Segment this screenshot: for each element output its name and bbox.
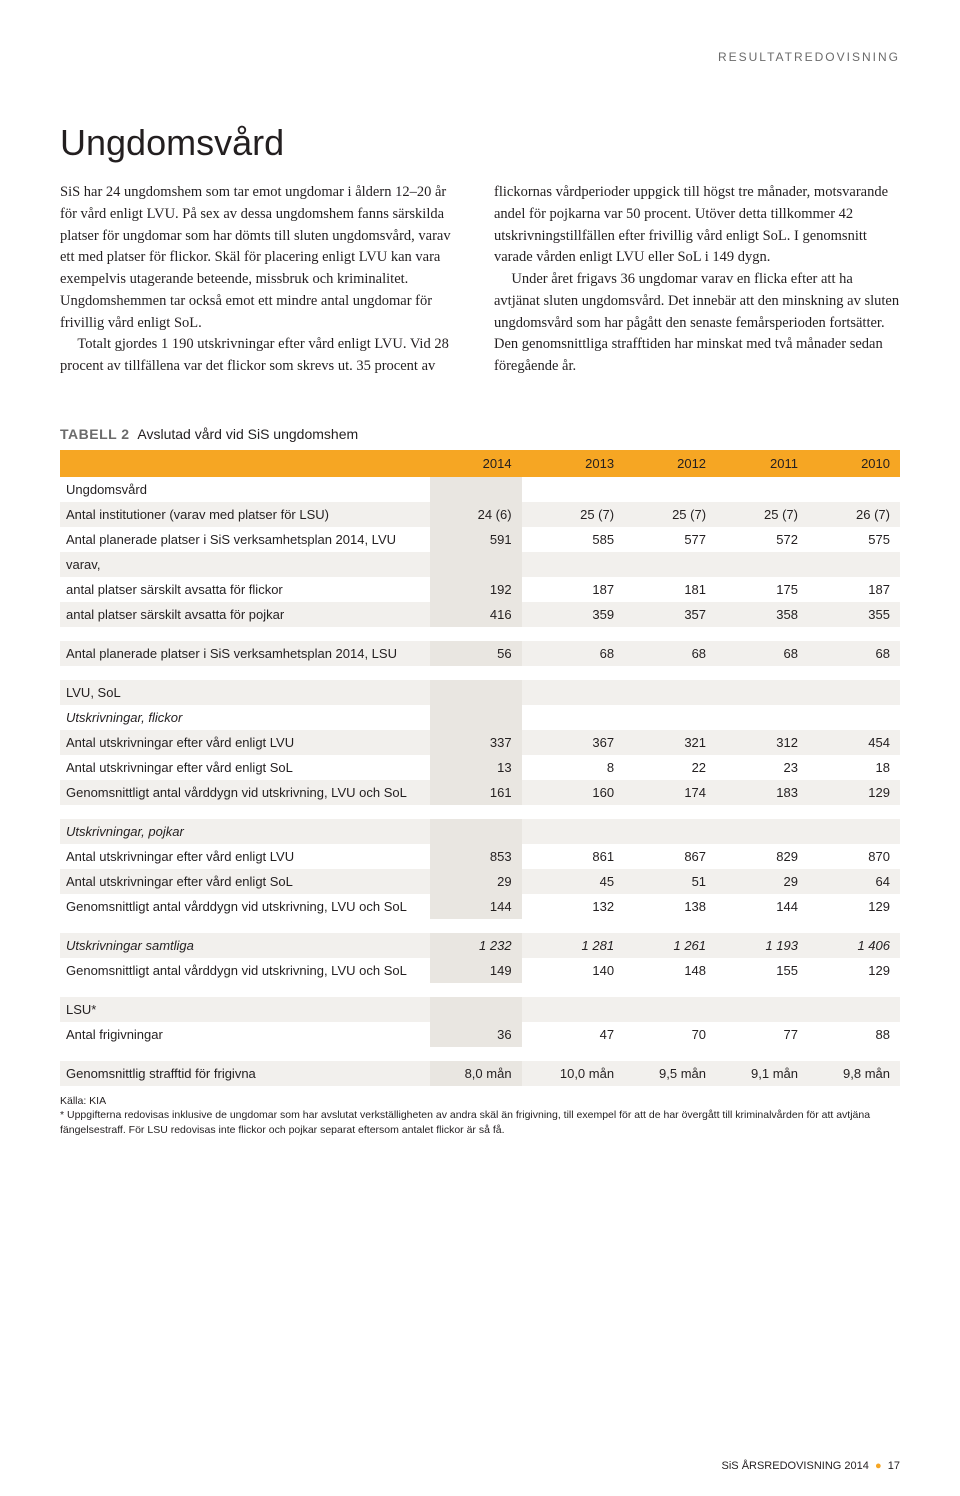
table-section-title: LSU* bbox=[60, 997, 900, 1022]
table-spacer bbox=[60, 666, 900, 680]
col-year: 2012 bbox=[624, 450, 716, 477]
footnote-text: * Uppgifterna redovisas inklusive de ung… bbox=[60, 1108, 900, 1137]
table-row: Genomsnittligt antal vårddygn vid utskri… bbox=[60, 894, 900, 919]
col-year: 2014 bbox=[430, 450, 522, 477]
col-year: 2010 bbox=[808, 450, 900, 477]
table-row: Antal planerade platser i SiS verksamhet… bbox=[60, 527, 900, 552]
table-row: antal platser särskilt avsatta för pojka… bbox=[60, 602, 900, 627]
table-spacer bbox=[60, 805, 900, 819]
table-row: Genomsnittligt antal vårddygn vid utskri… bbox=[60, 780, 900, 805]
table-section-title: Ungdomsvård bbox=[60, 477, 900, 502]
table-row: Utskrivningar samtliga 1 232 1 281 1 261… bbox=[60, 933, 900, 958]
col-year: 2011 bbox=[716, 450, 808, 477]
table-subsection-title: Utskrivningar, flickor bbox=[60, 705, 900, 730]
table-footnote: Källa: KIA * Uppgifterna redovisas inklu… bbox=[60, 1094, 900, 1138]
section-header: RESULTATREDOVISNING bbox=[60, 50, 900, 64]
data-table: 2014 2013 2012 2011 2010 Ungdomsvård Ant… bbox=[60, 450, 900, 1086]
table-section-title: LVU, SoL bbox=[60, 680, 900, 705]
table-subsection-title: Utskrivningar, pojkar bbox=[60, 819, 900, 844]
body-paragraph: SiS har 24 ungdomshem som tar emot ungdo… bbox=[60, 182, 466, 334]
dot-icon: ● bbox=[872, 1460, 885, 1472]
table-row: Genomsnittlig strafftid för frigivna 8,0… bbox=[60, 1061, 900, 1086]
table-caption-text: Avslutad vård vid SiS ungdomshem bbox=[137, 426, 358, 442]
table-spacer bbox=[60, 983, 900, 997]
table-row: Antal frigivningar 36 47 70 77 88 bbox=[60, 1022, 900, 1047]
table-header-row: 2014 2013 2012 2011 2010 bbox=[60, 450, 900, 477]
table-row: Antal utskrivningar efter vård enligt So… bbox=[60, 869, 900, 894]
table-row: Antal planerade platser i SiS verksamhet… bbox=[60, 641, 900, 666]
table-spacer bbox=[60, 627, 900, 641]
table-spacer bbox=[60, 919, 900, 933]
table-row: Genomsnittligt antal vårddygn vid utskri… bbox=[60, 958, 900, 983]
body-paragraph: Under året frigavs 36 ungdomar varav en … bbox=[494, 269, 900, 378]
page-title: Ungdomsvård bbox=[60, 122, 900, 164]
table-row: Antal utskrivningar efter vård enligt LV… bbox=[60, 844, 900, 869]
table-label: TABELL 2 bbox=[60, 426, 130, 442]
table-row: Antal institutioner (varav med platser f… bbox=[60, 502, 900, 527]
table-row: Antal utskrivningar efter vård enligt So… bbox=[60, 755, 900, 780]
footer-text: SiS ÅRSREDOVISNING 2014 bbox=[722, 1460, 869, 1472]
table-row: antal platser särskilt avsatta för flick… bbox=[60, 577, 900, 602]
table-caption: TABELL 2 Avslutad vård vid SiS ungdomshe… bbox=[60, 426, 900, 442]
body-text: SiS har 24 ungdomshem som tar emot ungdo… bbox=[60, 182, 900, 378]
page-footer: SiS ÅRSREDOVISNING 2014 ● 17 bbox=[722, 1460, 900, 1472]
table-row: varav, bbox=[60, 552, 900, 577]
page-number: 17 bbox=[888, 1460, 900, 1472]
table-row: Antal utskrivningar efter vård enligt LV… bbox=[60, 730, 900, 755]
footnote-source: Källa: KIA bbox=[60, 1094, 900, 1109]
col-year: 2013 bbox=[522, 450, 625, 477]
table-spacer bbox=[60, 1047, 900, 1061]
